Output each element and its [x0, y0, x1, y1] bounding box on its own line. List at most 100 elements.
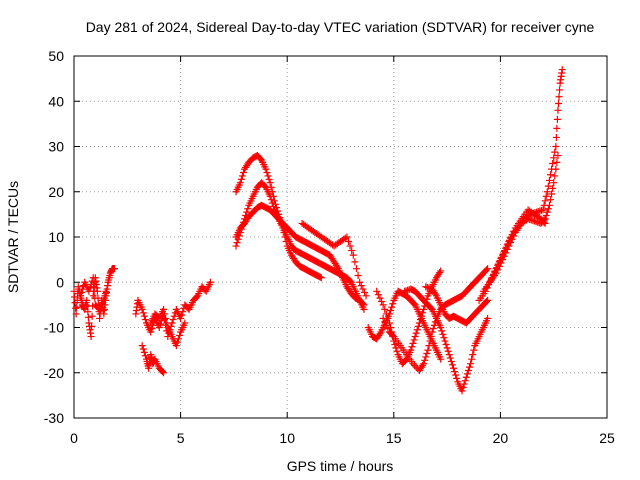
data-point	[442, 340, 450, 348]
data-point	[465, 363, 473, 371]
data-point	[491, 268, 499, 276]
data-point	[357, 282, 365, 290]
data-point	[155, 324, 163, 331]
series-block-3to6-mid	[147, 305, 189, 350]
data-point	[389, 300, 397, 308]
data-point	[351, 258, 359, 266]
data-point	[551, 172, 559, 180]
data-point	[413, 326, 421, 334]
data-point	[73, 303, 81, 311]
data-point	[543, 208, 551, 216]
data-point	[554, 100, 562, 108]
data-point	[508, 231, 516, 239]
data-point	[349, 251, 357, 259]
x-axis-label: GPS time / hours	[287, 458, 394, 474]
data-point	[484, 265, 492, 273]
y-tick-label: 30	[48, 139, 64, 155]
data-point	[392, 344, 400, 352]
data-point	[555, 93, 563, 101]
data-point	[90, 281, 98, 289]
data-point	[160, 369, 168, 377]
data-point	[552, 143, 560, 150]
data-point	[88, 277, 96, 285]
data-point	[507, 234, 515, 242]
data-point	[545, 201, 553, 209]
data-points	[70, 66, 566, 395]
data-point	[462, 373, 470, 381]
x-tick-label: 15	[386, 430, 402, 446]
data-point	[88, 322, 96, 330]
series-block-3to6-low	[138, 342, 168, 377]
data-point	[461, 377, 469, 385]
data-point	[431, 290, 439, 298]
data-point	[412, 329, 420, 337]
data-point	[243, 208, 251, 216]
y-tick-label: 40	[48, 93, 64, 109]
data-point	[86, 284, 94, 292]
data-point	[72, 310, 80, 318]
data-point	[266, 192, 274, 200]
data-point	[379, 301, 387, 309]
data-point	[352, 265, 360, 273]
data-point	[140, 312, 148, 320]
data-point	[77, 288, 85, 296]
data-point	[376, 330, 384, 338]
data-point	[177, 314, 185, 322]
data-point	[510, 227, 518, 235]
data-point	[378, 297, 386, 305]
data-point	[141, 316, 149, 324]
data-point	[428, 328, 436, 336]
data-point	[422, 353, 430, 361]
data-point	[148, 325, 156, 333]
y-tick-label: 10	[48, 229, 64, 245]
data-point	[409, 339, 417, 347]
data-point	[266, 179, 274, 187]
data-point	[554, 152, 562, 160]
data-point	[550, 179, 558, 187]
data-point	[448, 361, 456, 369]
series-curve-v2	[373, 267, 445, 368]
data-point	[494, 261, 502, 269]
data-point	[360, 288, 368, 296]
data-point	[484, 296, 492, 304]
data-point	[458, 387, 466, 395]
data-point	[238, 172, 246, 180]
y-tick-label: 0	[56, 274, 64, 290]
data-point	[547, 196, 555, 204]
data-point	[429, 325, 437, 333]
data-point	[379, 314, 387, 322]
data-point	[411, 333, 419, 341]
data-point	[409, 360, 417, 368]
data-point	[410, 336, 418, 344]
data-point	[487, 275, 495, 283]
data-point	[464, 366, 472, 374]
data-point	[158, 368, 166, 376]
data-point	[169, 316, 177, 324]
y-tick-label: -20	[44, 365, 64, 381]
data-point	[376, 294, 384, 302]
data-point	[423, 350, 431, 358]
data-point	[262, 165, 270, 173]
y-tick-label: 50	[48, 48, 64, 64]
y-tick-label: 20	[48, 184, 64, 200]
data-point	[179, 308, 187, 316]
data-point	[553, 158, 561, 166]
data-point	[539, 206, 547, 214]
data-point	[381, 305, 389, 313]
data-point	[542, 192, 550, 200]
data-point	[360, 301, 368, 309]
data-point	[87, 333, 95, 341]
data-point	[467, 360, 475, 368]
data-point	[161, 310, 169, 318]
data-point	[453, 374, 461, 382]
data-point	[418, 312, 426, 320]
series-curve-top	[232, 152, 325, 282]
x-tick-label: 10	[279, 430, 295, 446]
data-point	[545, 176, 553, 184]
data-point	[393, 347, 401, 355]
data-point	[420, 360, 428, 368]
data-point	[138, 305, 146, 313]
data-point	[426, 337, 434, 345]
data-point	[102, 287, 110, 295]
y-tick-label: -10	[44, 320, 64, 336]
